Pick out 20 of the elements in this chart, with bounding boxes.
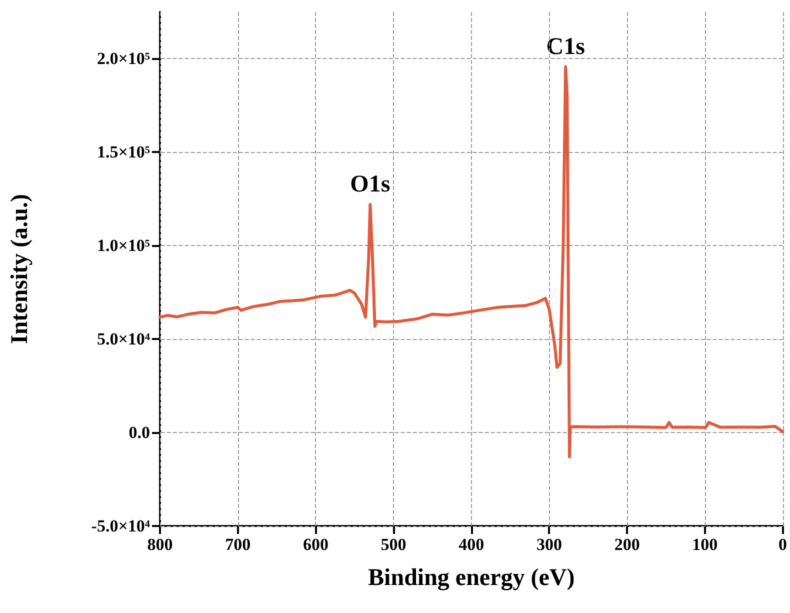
annotation: C1s bbox=[546, 34, 585, 60]
x-tick-label: 300 bbox=[536, 535, 562, 554]
y-tick-label: 2.0×10⁵ bbox=[96, 49, 150, 68]
x-tick-label: 400 bbox=[458, 535, 484, 554]
x-axis-title: Binding energy (eV) bbox=[368, 565, 575, 591]
y-tick-label: 1.0×10⁵ bbox=[96, 236, 150, 256]
y-tick-label: -5.0×10⁴ bbox=[91, 516, 150, 536]
x-tick-label: 800 bbox=[147, 535, 173, 554]
annotation: O1s bbox=[350, 172, 390, 198]
x-tick-label: 0 bbox=[778, 535, 787, 554]
x-tick-label: 500 bbox=[380, 535, 406, 554]
y-axis-title: Intensity (a.u.) bbox=[7, 194, 33, 344]
x-tick-label: 600 bbox=[302, 535, 328, 554]
x-tick-label: 100 bbox=[692, 535, 718, 554]
x-tick-label: 700 bbox=[225, 535, 251, 554]
x-tick-label: 200 bbox=[614, 535, 640, 554]
y-tick-label: 1.5×10⁵ bbox=[96, 142, 150, 162]
y-tick-label: 0.0 bbox=[128, 423, 150, 442]
y-tick-label: 5.0×10⁴ bbox=[96, 330, 150, 349]
line-series bbox=[158, 65, 784, 458]
